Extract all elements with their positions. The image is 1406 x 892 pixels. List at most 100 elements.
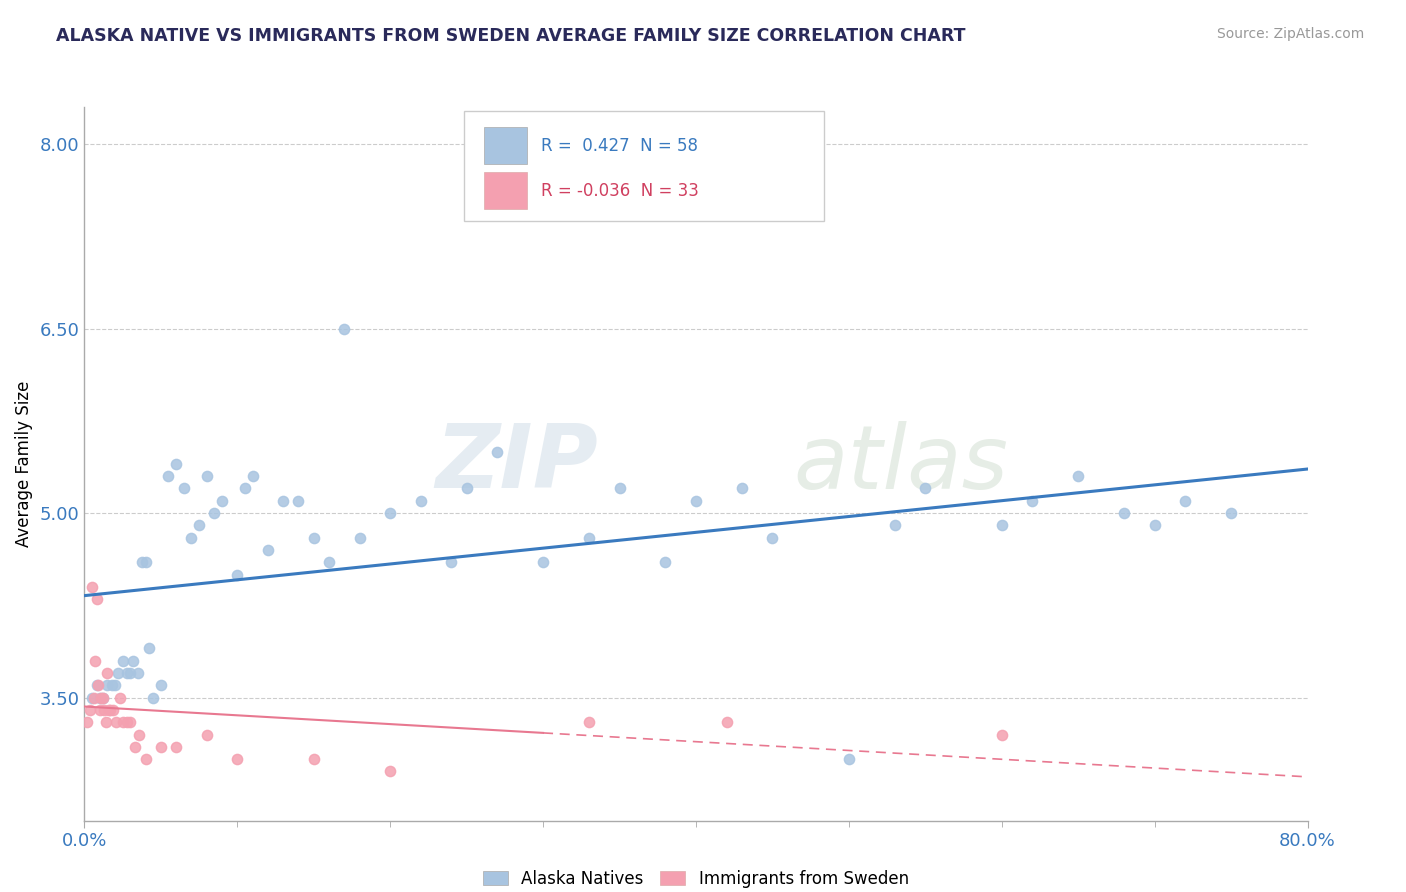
Point: [226, 567, 249, 582]
Point: [409, 493, 432, 508]
Point: [80, 690, 103, 705]
Point: [79, 703, 101, 717]
Point: [202, 506, 225, 520]
Point: [165, 739, 187, 754]
Point: [1220, 506, 1243, 520]
Point: [578, 715, 600, 730]
Point: [120, 665, 142, 680]
Point: [195, 727, 218, 741]
Point: [96, 665, 118, 680]
Point: [149, 678, 172, 692]
Point: [578, 531, 600, 545]
Text: atlas: atlas: [794, 421, 1008, 507]
Point: [91, 690, 114, 705]
Legend: Alaska Natives, Immigrants from Sweden: Alaska Natives, Immigrants from Sweden: [477, 863, 915, 892]
Point: [914, 482, 936, 496]
Point: [90, 690, 112, 705]
Point: [96, 678, 118, 692]
Point: [86, 592, 108, 607]
Bar: [484, 172, 527, 209]
Point: [107, 665, 129, 680]
Point: [609, 482, 631, 496]
Point: [173, 482, 195, 496]
Point: [94, 715, 117, 730]
Point: [1114, 506, 1136, 520]
Point: [131, 555, 153, 569]
Point: [188, 518, 211, 533]
Point: [456, 482, 478, 496]
Point: [1174, 493, 1197, 508]
Point: [242, 469, 264, 483]
Point: [1143, 518, 1166, 533]
Point: [76, 715, 98, 730]
Point: [83, 690, 105, 705]
Text: ALASKA NATIVE VS IMMIGRANTS FROM SWEDEN AVERAGE FAMILY SIZE CORRELATION CHART: ALASKA NATIVE VS IMMIGRANTS FROM SWEDEN …: [56, 27, 966, 45]
Point: [990, 727, 1012, 741]
Point: [89, 690, 111, 705]
FancyBboxPatch shape: [464, 111, 824, 221]
Point: [257, 543, 280, 558]
Point: [380, 506, 402, 520]
Point: [128, 727, 150, 741]
Point: [103, 703, 125, 717]
Point: [135, 752, 157, 766]
Point: [135, 555, 157, 569]
Point: [124, 739, 146, 754]
Point: [120, 715, 142, 730]
Point: [80, 580, 103, 594]
Point: [731, 482, 754, 496]
Point: [990, 518, 1012, 533]
Text: R =  0.427  N = 58: R = 0.427 N = 58: [541, 136, 697, 154]
Point: [318, 555, 340, 569]
Point: [838, 752, 860, 766]
Point: [380, 764, 402, 779]
Point: [101, 678, 124, 692]
Point: [486, 444, 509, 458]
Point: [87, 678, 110, 692]
Point: [138, 641, 160, 656]
Point: [211, 493, 233, 508]
Point: [98, 703, 121, 717]
Point: [115, 665, 138, 680]
Point: [91, 690, 114, 705]
Point: [84, 654, 107, 668]
Point: [105, 715, 128, 730]
Point: [122, 654, 145, 668]
Y-axis label: Average Family Size: Average Family Size: [14, 381, 32, 547]
Point: [716, 715, 738, 730]
Point: [287, 493, 309, 508]
Point: [180, 531, 202, 545]
Point: [115, 715, 138, 730]
Point: [685, 493, 707, 508]
Point: [86, 678, 108, 692]
Point: [233, 482, 256, 496]
Point: [302, 531, 325, 545]
Point: [761, 531, 783, 545]
Point: [165, 457, 187, 471]
Point: [111, 654, 134, 668]
Point: [195, 469, 218, 483]
Point: [142, 690, 165, 705]
Point: [333, 321, 356, 335]
Point: [104, 678, 127, 692]
Point: [111, 715, 134, 730]
Point: [271, 493, 294, 508]
Point: [654, 555, 676, 569]
Point: [89, 703, 111, 717]
Point: [226, 752, 249, 766]
Text: Source: ZipAtlas.com: Source: ZipAtlas.com: [1216, 27, 1364, 41]
Text: R = -0.036  N = 33: R = -0.036 N = 33: [541, 182, 699, 200]
Point: [440, 555, 463, 569]
Point: [149, 739, 172, 754]
Point: [108, 690, 131, 705]
Text: ZIP: ZIP: [436, 420, 598, 508]
Point: [93, 703, 115, 717]
Point: [1021, 493, 1043, 508]
Point: [97, 703, 120, 717]
Point: [349, 531, 371, 545]
Point: [157, 469, 180, 483]
Point: [531, 555, 554, 569]
Point: [302, 752, 325, 766]
Point: [1067, 469, 1090, 483]
Bar: [484, 127, 527, 164]
